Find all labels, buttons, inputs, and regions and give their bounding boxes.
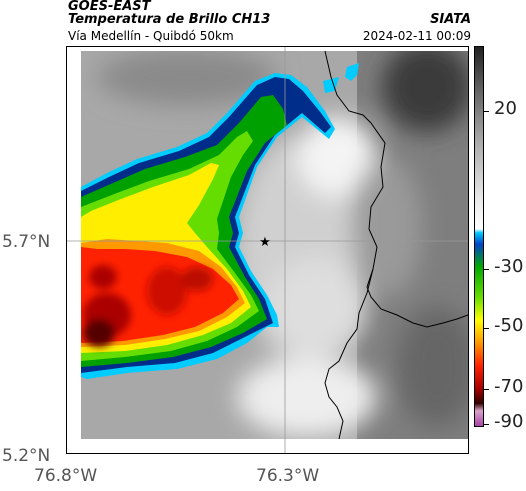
colorbar-label: -70 — [494, 376, 524, 397]
colorbar-tick — [484, 424, 489, 425]
satellite-map[interactable]: ★ — [66, 46, 469, 454]
area-subtitle: Vía Medellín - Quibdó 50km — [68, 29, 234, 43]
colorbar — [474, 46, 484, 427]
colorbar-tick — [484, 111, 489, 112]
lat-label: 5.2°N — [2, 446, 51, 466]
colorbar-tick — [484, 269, 489, 270]
lon-label: 76.8°W — [34, 466, 98, 486]
timestamp-label: 2024-02-11 00:09 — [362, 29, 471, 43]
colorbar-tick — [484, 328, 489, 329]
colorbar-label: -50 — [494, 315, 524, 336]
graticule — [67, 47, 468, 453]
colorbar-label: -30 — [494, 256, 524, 277]
colorbar-label: -90 — [494, 411, 524, 432]
product-title: Temperatura de Brillo CH13 — [68, 12, 271, 27]
colorbar-label: 20 — [494, 98, 517, 119]
station-star-icon[interactable]: ★ — [259, 235, 271, 250]
organization-label: SIATA — [430, 12, 471, 27]
map-canvas: ★ — [67, 47, 468, 453]
colorbar-tick — [484, 389, 489, 390]
coastline — [324, 50, 468, 440]
convective-cloud — [81, 63, 359, 379]
lat-label: 5.7°N — [2, 232, 51, 252]
lon-label: 76.3°W — [256, 466, 320, 486]
satellite-name: GOES-EAST — [68, 0, 151, 14]
